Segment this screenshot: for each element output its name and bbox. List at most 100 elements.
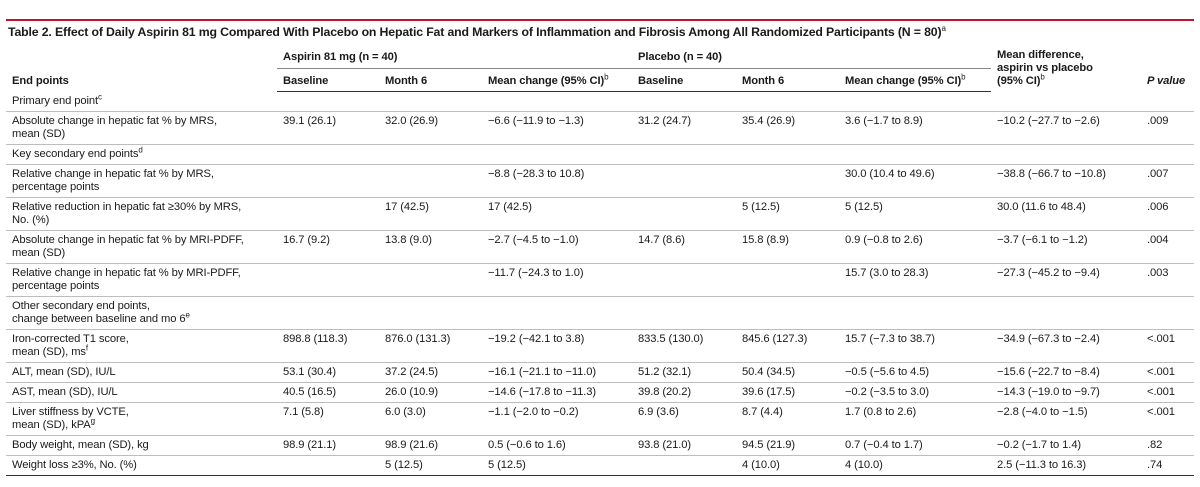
label-text: Relative reduction in hepatic fat ≥30% b…	[12, 200, 242, 213]
row-label: AST, mean (SD), IU/L	[6, 382, 277, 403]
cell: 94.5 (21.9)	[736, 435, 839, 456]
cell	[277, 263, 379, 297]
cell	[632, 164, 736, 198]
label-text: Relative change in hepatic fat % by MRS,	[12, 167, 214, 180]
cell: 51.2 (32.1)	[632, 362, 736, 383]
label-line: Absolute change in hepatic fat % by MRI-…	[12, 234, 271, 247]
top-rule	[6, 19, 1194, 21]
cell: 833.5 (130.0)	[632, 329, 736, 363]
data-row: Absolute change in hepatic fat % by MRS,…	[6, 111, 1195, 145]
cell: .003	[1141, 263, 1195, 297]
data-row: Liver stiffness by VCTE, mean (SD), kPAg 7…	[6, 402, 1195, 436]
cell: −1.1 (−2.0 to −0.2)	[482, 402, 632, 436]
header-row: End points Aspirin 81 mg (n = 40) Placeb…	[6, 46, 1194, 87]
label-text: percentage points	[12, 180, 100, 193]
header-text: Baseline	[638, 74, 684, 87]
header-text: Mean change (95% CI)	[845, 74, 962, 87]
cell: −2.7 (−4.5 to −1.0)	[482, 230, 632, 264]
cell: <.001	[1141, 362, 1195, 383]
label-text: AST, mean (SD), IU/L	[12, 385, 118, 398]
cell: 32.0 (26.9)	[379, 111, 482, 145]
header-line: Mean difference,	[997, 49, 1084, 61]
data-row: AST, mean (SD), IU/L 40.5 (16.5) 26.0 (10.…	[6, 382, 1195, 403]
cell	[632, 455, 736, 476]
cell: 5 (12.5)	[736, 197, 839, 231]
cell: 39.8 (20.2)	[632, 382, 736, 403]
cell: −0.5 (−5.6 to 4.5)	[839, 362, 992, 383]
label-text: mean (SD), ms	[12, 345, 86, 358]
label-line: Relative reduction in hepatic fat ≥30% b…	[12, 201, 271, 214]
header-cell: Mean change (95% CI)b	[482, 68, 632, 92]
cell: 17 (42.5)	[482, 197, 632, 231]
cell: 0.9 (−0.8 to 2.6)	[839, 230, 992, 264]
label-line: mean (SD), kPAg	[12, 416, 271, 432]
header-text: (95% CI)	[997, 75, 1041, 87]
label-line: Weight loss ≥3%, No. (%)	[12, 459, 271, 472]
cell: 5 (12.5)	[839, 197, 992, 231]
label-line: percentage points	[12, 181, 271, 194]
footnote-mark: b	[1040, 72, 1045, 82]
label-text: No. (%)	[12, 213, 50, 226]
group-header: Placebo (n = 40)	[632, 46, 992, 70]
cell: 13.8 (9.0)	[379, 230, 482, 264]
data-table: End points Aspirin 81 mg (n = 40) Placeb…	[6, 46, 1195, 476]
cell: −15.6 (−22.7 to −8.4)	[991, 362, 1142, 383]
row-label: Absolute change in hepatic fat % by MRI-…	[6, 230, 277, 264]
cell	[277, 197, 379, 231]
cell: 4 (10.0)	[839, 455, 992, 476]
label-line: No. (%)	[12, 214, 271, 227]
cell: 98.9 (21.1)	[277, 435, 379, 456]
data-row: Body weight, mean (SD), kg 98.9 (21.1) 98.…	[6, 435, 1195, 456]
table-head: End points Aspirin 81 mg (n = 40) Placeb…	[6, 46, 1194, 92]
label-line: Primary end pointc	[12, 91, 1188, 108]
row-label: Absolute change in hepatic fat % by MRS,…	[6, 111, 277, 145]
label-line: Other secondary end points,	[12, 300, 1188, 313]
cell	[632, 263, 736, 297]
row-label: Other secondary end points, change betwee…	[6, 296, 1195, 330]
data-row: Relative change in hepatic fat % by MRI-…	[6, 263, 1195, 297]
row-label: Relative change in hepatic fat % by MRS,…	[6, 164, 277, 198]
header-text: Month 6	[385, 74, 428, 87]
label-line: mean (SD), msf	[12, 343, 271, 359]
header-cell: Baseline	[632, 68, 736, 92]
group-header: Aspirin 81 mg (n = 40)	[277, 46, 632, 70]
cell: 93.8 (21.0)	[632, 435, 736, 456]
cell: 30.0 (11.6 to 48.4)	[991, 197, 1142, 231]
cell: 876.0 (131.3)	[379, 329, 482, 363]
cell	[277, 455, 379, 476]
cell: −0.2 (−3.5 to 3.0)	[839, 382, 992, 403]
header-cell: Month 6	[736, 68, 839, 92]
label-text: percentage points	[12, 279, 100, 292]
header-cell: Mean difference, aspirin vs placebo (95%…	[991, 46, 1141, 91]
cell: −19.2 (−42.1 to 3.8)	[482, 329, 632, 363]
cell: −27.3 (−45.2 to −9.4)	[991, 263, 1142, 297]
label-text: ALT, mean (SD), IU/L	[12, 365, 116, 378]
label-text: mean (SD)	[12, 246, 66, 259]
label-text: Absolute change in hepatic fat % by MRI-…	[12, 233, 244, 246]
row-label: Liver stiffness by VCTE, mean (SD), kPAg	[6, 402, 277, 436]
label-text: mean (SD)	[12, 127, 66, 140]
cell: 98.9 (21.6)	[379, 435, 482, 456]
data-row: Iron-corrected T1 score, mean (SD), msf 89…	[6, 329, 1195, 363]
cell: 40.5 (16.5)	[277, 382, 379, 403]
footnote-mark: b	[961, 71, 966, 81]
cell: .74	[1141, 455, 1195, 476]
cell: 14.7 (8.6)	[632, 230, 736, 264]
label-text: Absolute change in hepatic fat % by MRS,	[12, 114, 217, 127]
cell: −16.1 (−21.1 to −11.0)	[482, 362, 632, 383]
cell	[379, 263, 482, 297]
cell: <.001	[1141, 329, 1195, 363]
label-text: Relative change in hepatic fat % by MRI-…	[12, 266, 241, 279]
footnote-mark: e	[185, 309, 190, 319]
cell: 53.1 (30.4)	[277, 362, 379, 383]
label-text: Weight loss ≥3%, No. (%)	[12, 458, 137, 471]
cell: −2.8 (−4.0 to −1.5)	[991, 402, 1142, 436]
label-line: Relative change in hepatic fat % by MRI-…	[12, 267, 271, 280]
cell	[379, 164, 482, 198]
cell: −3.7 (−6.1 to −1.2)	[991, 230, 1142, 264]
row-label: Iron-corrected T1 score, mean (SD), msf	[6, 329, 277, 363]
footnote-mark: d	[138, 144, 143, 154]
footnote-mark: c	[97, 91, 102, 101]
